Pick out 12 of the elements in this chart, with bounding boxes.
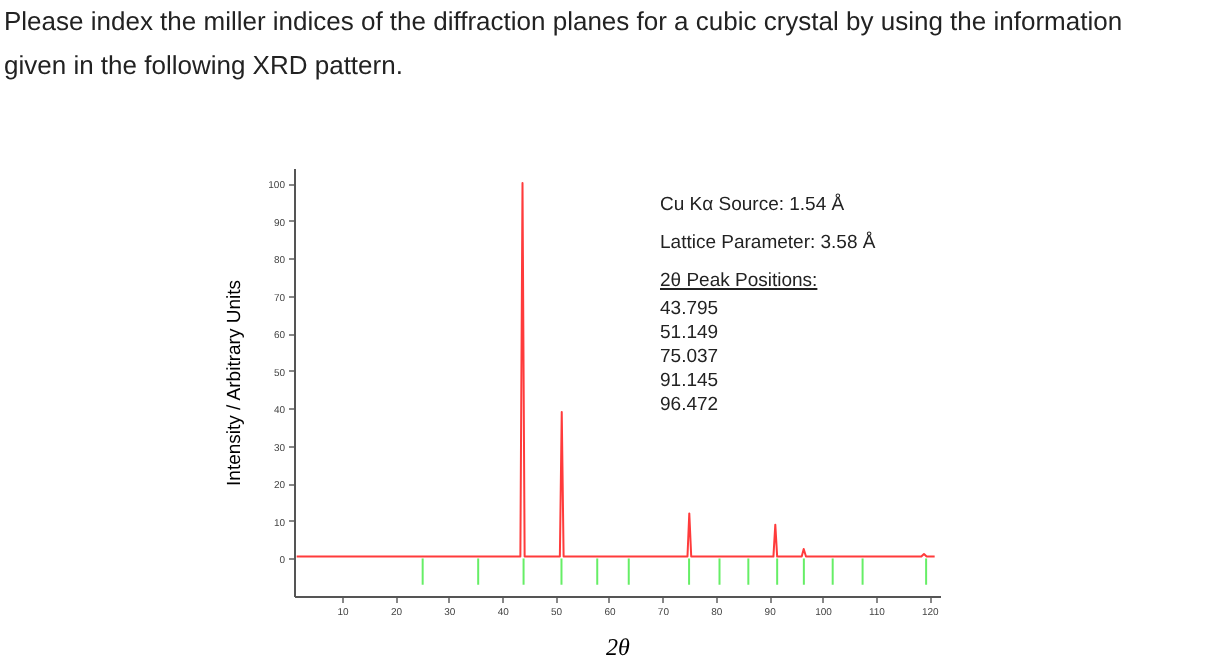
chart-title: Please index the miller indices of the diffraction planes for a cubic crystal by using the information given in the following XRD pattern. [4, 4, 1125, 84]
annotation: 51.149 [660, 322, 721, 346]
y-axis-title: Intensity / Arbitrary Units [224, 279, 247, 486]
annotation: 96.472 [660, 394, 721, 418]
line-series [295, 182, 936, 558]
annotation: Cu Kα Source: 1.54 Å [660, 194, 847, 218]
annotation: Lattice Parameter: 3.58 Å [660, 232, 876, 256]
annotation: 75.037 [660, 346, 721, 370]
annotation: 91.145 [660, 370, 721, 394]
x-axis-title: 2θ [606, 633, 631, 661]
annotation: 2θ Peak Positions: [660, 270, 820, 294]
annotation: 43.795 [660, 298, 721, 322]
